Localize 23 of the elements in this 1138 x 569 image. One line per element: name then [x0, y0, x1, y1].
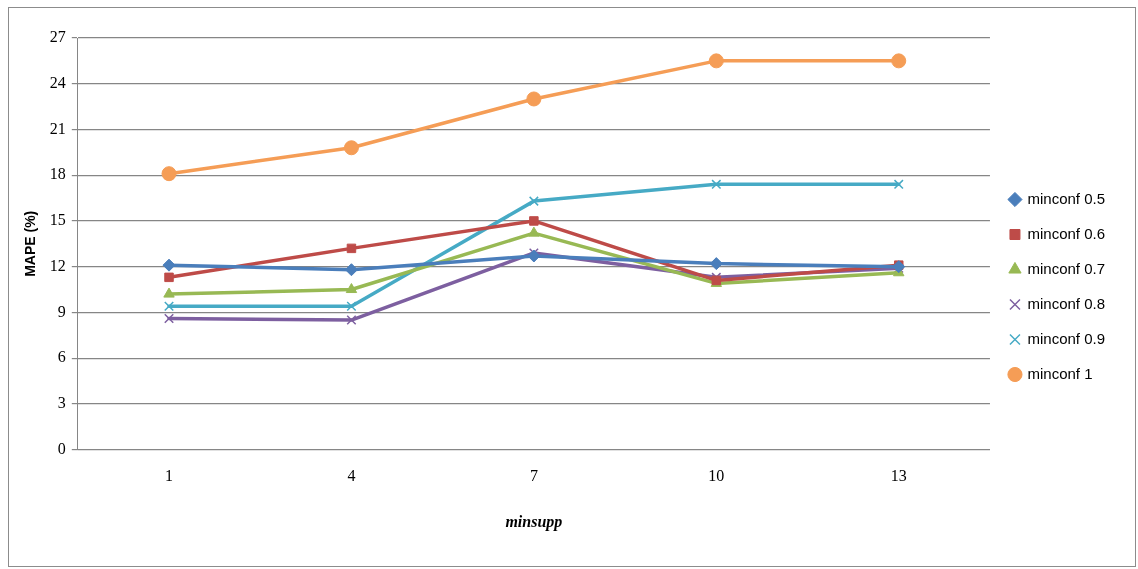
- y-tick-label: 27: [49, 28, 66, 46]
- x-tick-label: 13: [890, 467, 907, 485]
- legend-label: minconf 0.6: [1027, 224, 1106, 242]
- x-tick-label: 1: [165, 467, 174, 485]
- y-tick-label: 12: [49, 256, 66, 274]
- x-tick-label: 10: [708, 467, 725, 485]
- legend-label: minconf 0.9: [1027, 329, 1106, 347]
- y-tick-label: 18: [49, 165, 66, 183]
- x-tick-label: 4: [347, 467, 356, 485]
- y-tick-label: 24: [49, 73, 66, 91]
- legend-label: minconf 1: [1027, 364, 1093, 382]
- x-axis-title: minsupp: [505, 512, 563, 531]
- legend-label: minconf 0.7: [1027, 259, 1106, 277]
- legend-label: minconf 0.5: [1027, 189, 1106, 207]
- y-axis-title: MAPE (%): [22, 210, 39, 277]
- y-tick-label: 0: [57, 439, 66, 457]
- y-tick-label: 9: [57, 302, 66, 320]
- legend-label: minconf 0.8: [1027, 294, 1106, 312]
- y-tick-label: 3: [57, 394, 66, 412]
- y-tick-label: 21: [49, 119, 66, 137]
- y-tick-label: 15: [49, 211, 66, 229]
- x-tick-label: 7: [529, 467, 538, 485]
- y-tick-label: 6: [57, 348, 66, 366]
